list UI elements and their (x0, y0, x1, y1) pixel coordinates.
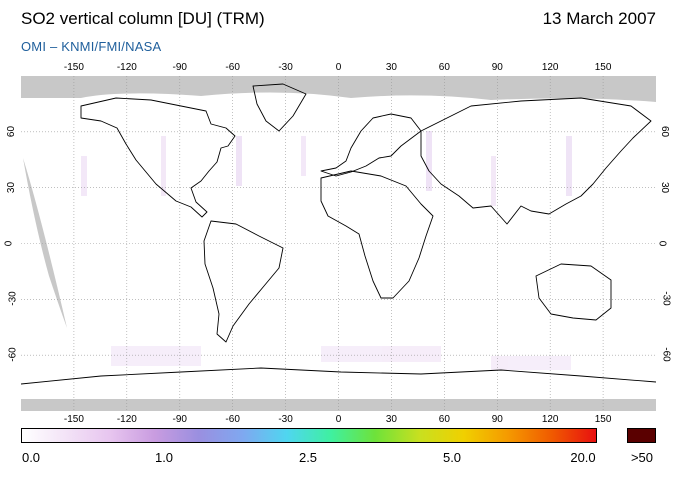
longitude-tick-label: -90 (172, 62, 187, 73)
latitude-tick-label: -30 (660, 291, 672, 307)
longitude-tick-label: -60 (225, 414, 240, 425)
antarctica-coast (21, 367, 656, 385)
latitude-tick-label: 0 (656, 240, 668, 246)
longitude-tick-label: 30 (385, 414, 397, 425)
latitude-tick-label: 30 (659, 181, 671, 193)
longitude-tick-label: -120 (116, 62, 137, 73)
coastlines (21, 83, 656, 385)
no-data-antarctic (21, 399, 656, 411)
longitude-tick-label: -30 (278, 62, 293, 73)
colorbar-tick-label: 1.0 (154, 450, 174, 465)
longitude-tick-label: 90 (491, 414, 503, 425)
longitude-tick-label: -60 (225, 62, 240, 73)
longitude-tick-label: 120 (541, 414, 559, 425)
latitude-tick-label: 60 (6, 125, 18, 137)
australia-coast (535, 263, 612, 321)
colorbar-overflow-swatch (627, 428, 656, 443)
longitude-tick-label: 0 (335, 414, 342, 425)
latitude-tick-label: -60 (7, 347, 19, 362)
latitude-tick-label: 0 (3, 240, 15, 246)
longitude-tick-label: 60 (438, 414, 450, 425)
longitude-tick-label: 60 (438, 62, 450, 73)
latitude-tick-label: -30 (7, 291, 19, 307)
colorbar-tick-label: 0.0 (21, 450, 41, 465)
colorbar-tick-label: 2.5 (298, 450, 318, 465)
north-america-coast (80, 97, 236, 218)
longitude-tick-label: -30 (278, 414, 293, 425)
colorbar (21, 428, 597, 443)
date-label: 13 March 2007 (542, 9, 656, 28)
graticule (21, 76, 656, 411)
latitude-tick-label: -60 (660, 347, 672, 362)
so2-noise-streaks (81, 131, 572, 370)
africa-coast (320, 170, 434, 299)
longitude-tick-label: 120 (541, 62, 559, 73)
longitude-tick-label: -150 (63, 62, 84, 73)
longitude-tick-label: 30 (385, 62, 397, 73)
latitude-tick-label: 60 (659, 125, 671, 137)
asia-coast (420, 97, 652, 225)
latitude-tick-label: 30 (6, 181, 18, 193)
colorbar-overflow-label: >50 (630, 450, 654, 465)
europe-coast (320, 113, 422, 177)
longitude-tick-label: 90 (491, 62, 503, 73)
subtitle: OMI – KNMI/FMI/NASA (21, 39, 162, 54)
longitude-tick-label: -120 (116, 414, 137, 425)
colorbar-tick-label: 5.0 (442, 450, 462, 465)
so2-map (21, 76, 656, 411)
south-america-coast (203, 220, 284, 343)
title: SO2 vertical column [DU] (TRM) (21, 9, 265, 28)
no-data-swath (23, 158, 67, 328)
longitude-tick-label: 150 (594, 414, 612, 425)
longitude-tick-label: 150 (594, 62, 612, 73)
longitude-tick-label: -150 (63, 414, 84, 425)
longitude-tick-label: -90 (172, 414, 187, 425)
colorbar-tick-label: 20.0 (570, 450, 596, 465)
greenland-coast (252, 83, 307, 132)
longitude-tick-label: 0 (335, 62, 342, 73)
